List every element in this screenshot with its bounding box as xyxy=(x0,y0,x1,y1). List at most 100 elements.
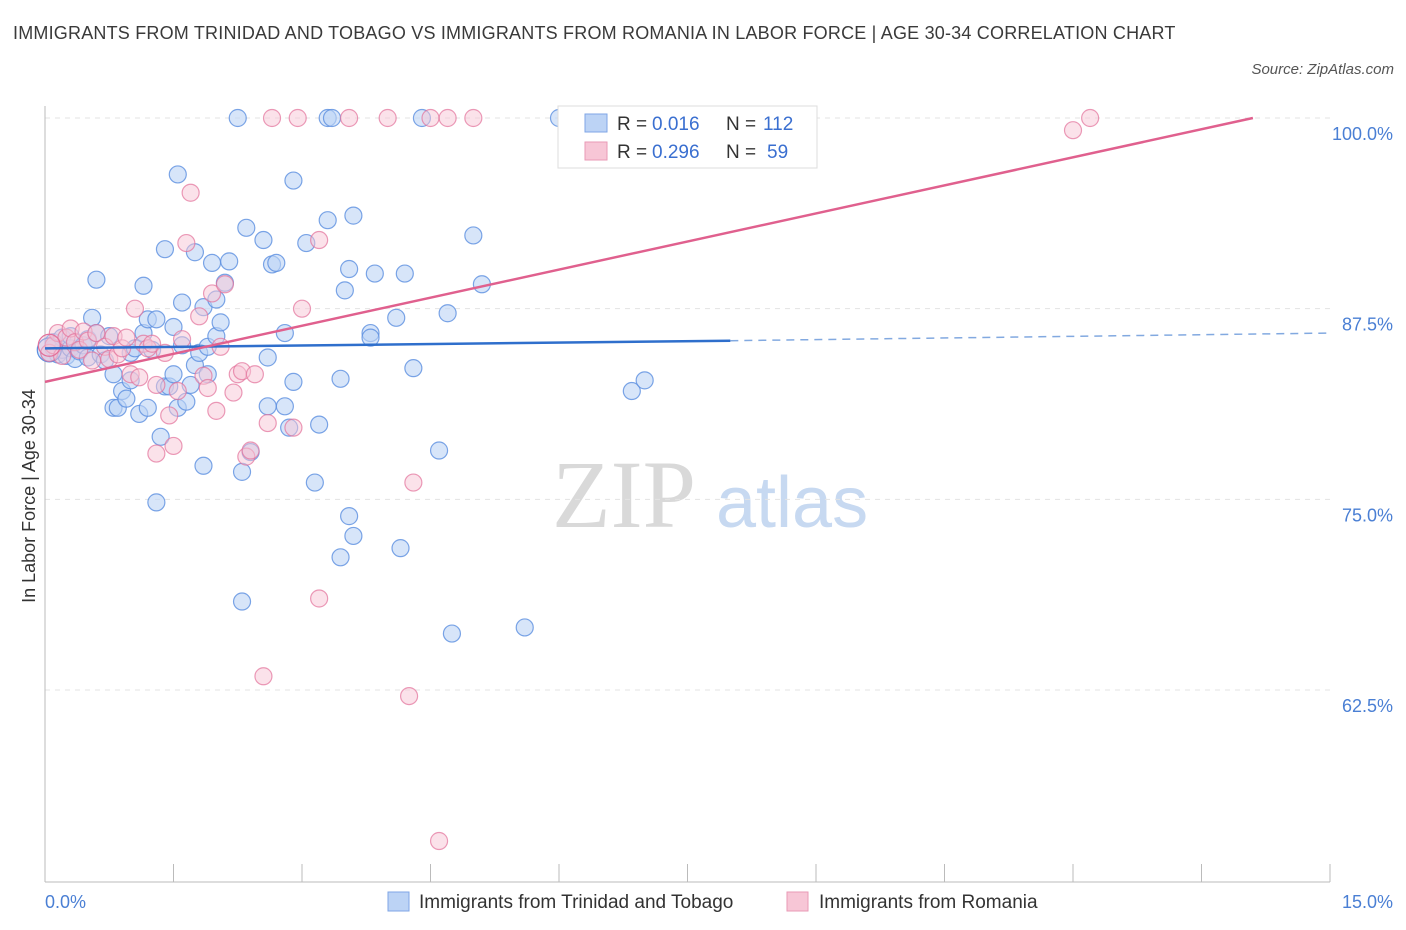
data-point-pink xyxy=(181,183,200,202)
legend-n-value-pink: 59 xyxy=(767,142,788,163)
data-point-blue xyxy=(147,310,166,329)
data-point-blue xyxy=(344,526,363,546)
bottom-legend-swatch-pink xyxy=(786,891,809,912)
data-point-blue xyxy=(340,507,359,526)
x-tick-marks xyxy=(44,864,1331,882)
data-point-pink xyxy=(340,108,359,128)
data-point-pink xyxy=(83,351,102,370)
y-tick-label: 75.0% xyxy=(1342,505,1393,525)
source-label: Source: ZipAtlas.com xyxy=(1251,61,1394,78)
data-point-blue xyxy=(202,253,222,273)
y-tick-labels: 100.0% 87.5% 75.0% 62.5% xyxy=(1332,124,1393,716)
data-point-pink xyxy=(147,375,166,395)
data-point-pink xyxy=(288,108,307,128)
data-point-pink xyxy=(190,307,209,326)
data-point-blue xyxy=(438,304,457,323)
data-point-pink xyxy=(202,284,222,303)
data-point-pink xyxy=(378,108,397,128)
legend-n-value-blue: 112 xyxy=(763,114,793,135)
data-point-blue xyxy=(258,348,277,367)
data-point-blue xyxy=(232,462,252,481)
data-point-pink xyxy=(130,368,149,387)
data-point-blue xyxy=(442,624,462,643)
data-point-blue xyxy=(404,359,423,378)
data-point-pink xyxy=(1063,121,1083,140)
data-point-pink xyxy=(258,413,277,433)
legend: R = 0.016 N = 112 R = 0.296 N = 59 xyxy=(557,105,818,169)
watermark-zip: ZIP xyxy=(552,441,696,548)
data-point-pink xyxy=(429,831,449,851)
data-point-pink xyxy=(125,299,145,318)
data-point-blue xyxy=(275,397,294,416)
data-point-blue xyxy=(164,365,183,384)
data-point-blue xyxy=(228,108,247,128)
legend-r-label-blue: R = xyxy=(617,114,647,135)
data-point-blue xyxy=(220,252,239,271)
trend-line-blue-dashed xyxy=(730,332,1331,342)
data-point-blue xyxy=(335,281,354,300)
legend-swatch-blue xyxy=(584,113,608,133)
data-point-blue xyxy=(258,397,277,416)
data-point-blue xyxy=(635,371,654,390)
data-point-pink xyxy=(160,406,179,425)
trend-lines xyxy=(44,116,1331,384)
y-tick-label: 100.0% xyxy=(1332,124,1393,144)
data-point-blue xyxy=(155,240,175,259)
data-point-blue xyxy=(310,415,329,434)
data-point-blue xyxy=(331,548,350,567)
data-point-blue xyxy=(515,618,534,637)
data-point-blue xyxy=(267,253,286,273)
data-point-pink xyxy=(292,299,312,318)
data-point-blue xyxy=(237,218,256,237)
chart-title: IMMIGRANTS FROM TRINIDAD AND TOBAGO VS I… xyxy=(13,23,1176,43)
legend-n-label-blue: N = xyxy=(726,114,756,135)
data-point-pink xyxy=(254,667,273,686)
data-point-blue xyxy=(151,427,170,446)
data-point-pink xyxy=(262,108,282,128)
data-point-blue xyxy=(172,293,192,312)
data-point-blue xyxy=(254,230,273,250)
y-axis-label: In Labor Force | Age 30-34 xyxy=(19,389,39,603)
legend-r-value-blue: 0.016 xyxy=(652,114,700,135)
data-point-pink xyxy=(241,441,260,460)
data-point-blue xyxy=(138,398,157,417)
data-point-blue xyxy=(284,171,303,190)
data-point-blue xyxy=(429,441,449,460)
data-point-blue xyxy=(391,539,410,558)
data-point-blue xyxy=(284,372,303,391)
data-point-blue xyxy=(322,108,342,128)
data-point-pink xyxy=(310,230,329,250)
data-point-pink xyxy=(421,108,440,128)
data-point-blue xyxy=(117,389,136,408)
legend-r-value-pink: 0.296 xyxy=(652,142,700,163)
data-point-blue xyxy=(361,328,380,347)
series-pink-points xyxy=(37,108,1100,851)
data-point-blue xyxy=(365,264,384,283)
y-tick-label: 62.5% xyxy=(1342,696,1393,716)
data-point-pink xyxy=(177,233,196,253)
bottom-legend-label-blue: Immigrants from Trinidad and Tobago xyxy=(419,892,733,913)
trend-line-blue xyxy=(44,339,731,350)
data-point-blue xyxy=(147,493,166,512)
data-point-pink xyxy=(1081,108,1100,128)
bottom-legend: Immigrants from Trinidad and Tobago Immi… xyxy=(387,891,1038,913)
data-point-pink xyxy=(404,473,423,492)
data-point-blue xyxy=(340,259,359,279)
data-point-pink xyxy=(168,381,187,401)
data-point-pink xyxy=(117,328,136,347)
data-point-blue xyxy=(168,165,187,184)
y-tick-label: 87.5% xyxy=(1342,315,1393,335)
data-point-pink xyxy=(464,108,483,128)
data-point-pink xyxy=(310,589,329,608)
data-point-blue xyxy=(464,226,483,245)
data-point-blue xyxy=(305,473,324,492)
data-point-pink xyxy=(438,108,457,128)
data-point-pink xyxy=(215,275,234,294)
data-point-pink xyxy=(87,323,106,343)
data-point-pink xyxy=(207,401,226,420)
bottom-legend-label-pink: Immigrants from Romania xyxy=(819,892,1038,913)
x-tick-label-min: 0.0% xyxy=(45,892,86,912)
data-point-pink xyxy=(198,378,217,398)
data-point-blue xyxy=(87,270,106,289)
data-point-pink xyxy=(284,418,303,437)
